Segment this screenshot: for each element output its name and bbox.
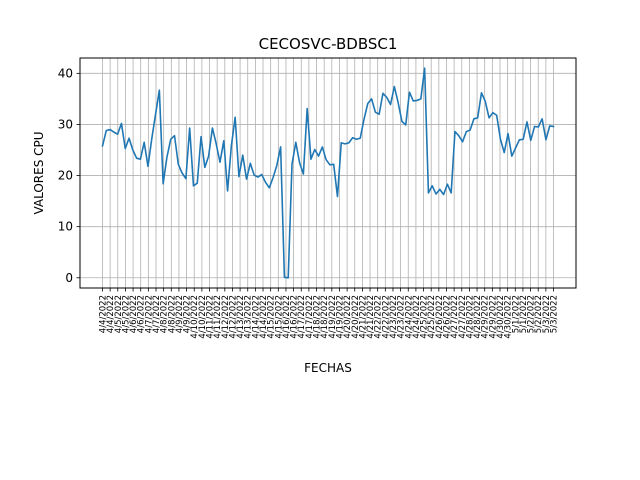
x-tick-label: 4/26/2022 bbox=[442, 295, 452, 339]
x-tick-label: 4/5/2022 bbox=[121, 295, 131, 333]
x-tick-label: 4/27/2022 bbox=[450, 295, 460, 339]
x-tick-label: 4/10/2022 bbox=[190, 295, 200, 339]
x-tick-label: 4/15/2022 bbox=[267, 295, 277, 339]
x-tick-label: 4/12/2022 bbox=[228, 295, 238, 339]
x-tick-label: 4/16/2022 bbox=[282, 295, 292, 339]
x-tick-label: 4/11/2022 bbox=[213, 295, 223, 339]
x-tick-label: 4/5/2022 bbox=[114, 295, 124, 333]
y-tick-label: 20 bbox=[58, 169, 73, 183]
x-tick-label: 5/2/2022 bbox=[527, 295, 537, 333]
x-tick-label: 4/30/2022 bbox=[496, 295, 506, 339]
x-tick-label: 4/30/2022 bbox=[504, 295, 514, 339]
x-tick-label: 4/13/2022 bbox=[236, 295, 246, 339]
x-tick-label: 4/16/2022 bbox=[290, 295, 300, 339]
y-tick-label: 0 bbox=[65, 271, 73, 285]
x-tick-label: 4/20/2022 bbox=[351, 295, 361, 339]
x-tick-label: 4/21/2022 bbox=[358, 295, 368, 339]
cpu-series-line bbox=[101, 67, 555, 279]
x-tick-label: 4/21/2022 bbox=[366, 295, 376, 339]
x-tick-label: 4/24/2022 bbox=[404, 295, 414, 339]
x-tick-label: 4/7/2022 bbox=[144, 295, 154, 333]
x-tick-label: 4/13/2022 bbox=[244, 295, 254, 339]
x-tick-label: 4/26/2022 bbox=[435, 295, 445, 339]
x-axis-ticks: 4/4/20224/4/20224/5/20224/5/20224/6/2022… bbox=[99, 288, 560, 339]
x-tick-label: 4/25/2022 bbox=[427, 295, 437, 339]
y-axis-label: VALORES CPU bbox=[32, 131, 46, 214]
x-tick-label: 4/4/2022 bbox=[106, 295, 116, 333]
x-tick-label: 4/10/2022 bbox=[198, 295, 208, 339]
y-tick-label: 10 bbox=[58, 220, 73, 234]
x-tick-label: 4/22/2022 bbox=[381, 295, 391, 339]
x-tick-label: 4/9/2022 bbox=[175, 295, 185, 333]
y-axis-ticks: 0 10 20 30 40 bbox=[58, 66, 80, 285]
x-tick-label: 4/6/2022 bbox=[129, 295, 139, 333]
x-tick-label: 5/1/2022 bbox=[519, 295, 529, 333]
x-tick-label: 4/17/2022 bbox=[305, 295, 315, 339]
chart-title: CECOSVC-BDBSC1 bbox=[259, 35, 398, 53]
x-tick-label: 4/15/2022 bbox=[274, 295, 284, 339]
y-tick-label: 40 bbox=[58, 66, 73, 80]
x-tick-label: 4/23/2022 bbox=[389, 295, 399, 339]
x-tick-label: 4/23/2022 bbox=[397, 295, 407, 339]
x-tick-label: 5/3/2022 bbox=[550, 295, 560, 333]
x-tick-label: 4/12/2022 bbox=[221, 295, 231, 339]
x-tick-label: 5/1/2022 bbox=[511, 295, 521, 333]
x-tick-label: 4/14/2022 bbox=[251, 295, 261, 339]
x-tick-label: 4/8/2022 bbox=[167, 295, 177, 333]
x-tick-label: 4/29/2022 bbox=[481, 295, 491, 339]
x-tick-label: 4/27/2022 bbox=[458, 295, 468, 339]
y-tick-label: 30 bbox=[58, 117, 73, 131]
x-tick-label: 4/8/2022 bbox=[160, 295, 170, 333]
x-tick-label: 5/2/2022 bbox=[534, 295, 544, 333]
x-tick-label: 4/20/2022 bbox=[343, 295, 353, 339]
x-tick-label: 4/24/2022 bbox=[412, 295, 422, 339]
x-tick-label: 4/11/2022 bbox=[206, 295, 216, 339]
x-tick-label: 4/25/2022 bbox=[420, 295, 430, 339]
x-tick-label: 4/14/2022 bbox=[259, 295, 269, 339]
x-tick-label: 4/17/2022 bbox=[297, 295, 307, 339]
series-layer bbox=[101, 67, 555, 279]
x-tick-label: 4/6/2022 bbox=[137, 295, 147, 333]
x-tick-label: 4/22/2022 bbox=[374, 295, 384, 339]
x-tick-label: 4/18/2022 bbox=[313, 295, 323, 339]
x-tick-label: 4/7/2022 bbox=[152, 295, 162, 333]
x-tick-label: 4/29/2022 bbox=[488, 295, 498, 339]
x-tick-label: 4/4/2022 bbox=[99, 295, 109, 333]
x-axis-label: FECHAS bbox=[304, 361, 352, 375]
x-tick-label: 4/19/2022 bbox=[335, 295, 345, 339]
x-tick-label: 5/3/2022 bbox=[542, 295, 552, 333]
x-tick-label: 4/9/2022 bbox=[183, 295, 193, 333]
x-tick-label: 4/19/2022 bbox=[328, 295, 338, 339]
x-tick-label: 4/28/2022 bbox=[473, 295, 483, 339]
x-tick-label: 4/18/2022 bbox=[320, 295, 330, 339]
axes-frame bbox=[79, 57, 577, 289]
x-tick-label: 4/28/2022 bbox=[465, 295, 475, 339]
grid bbox=[80, 58, 576, 288]
